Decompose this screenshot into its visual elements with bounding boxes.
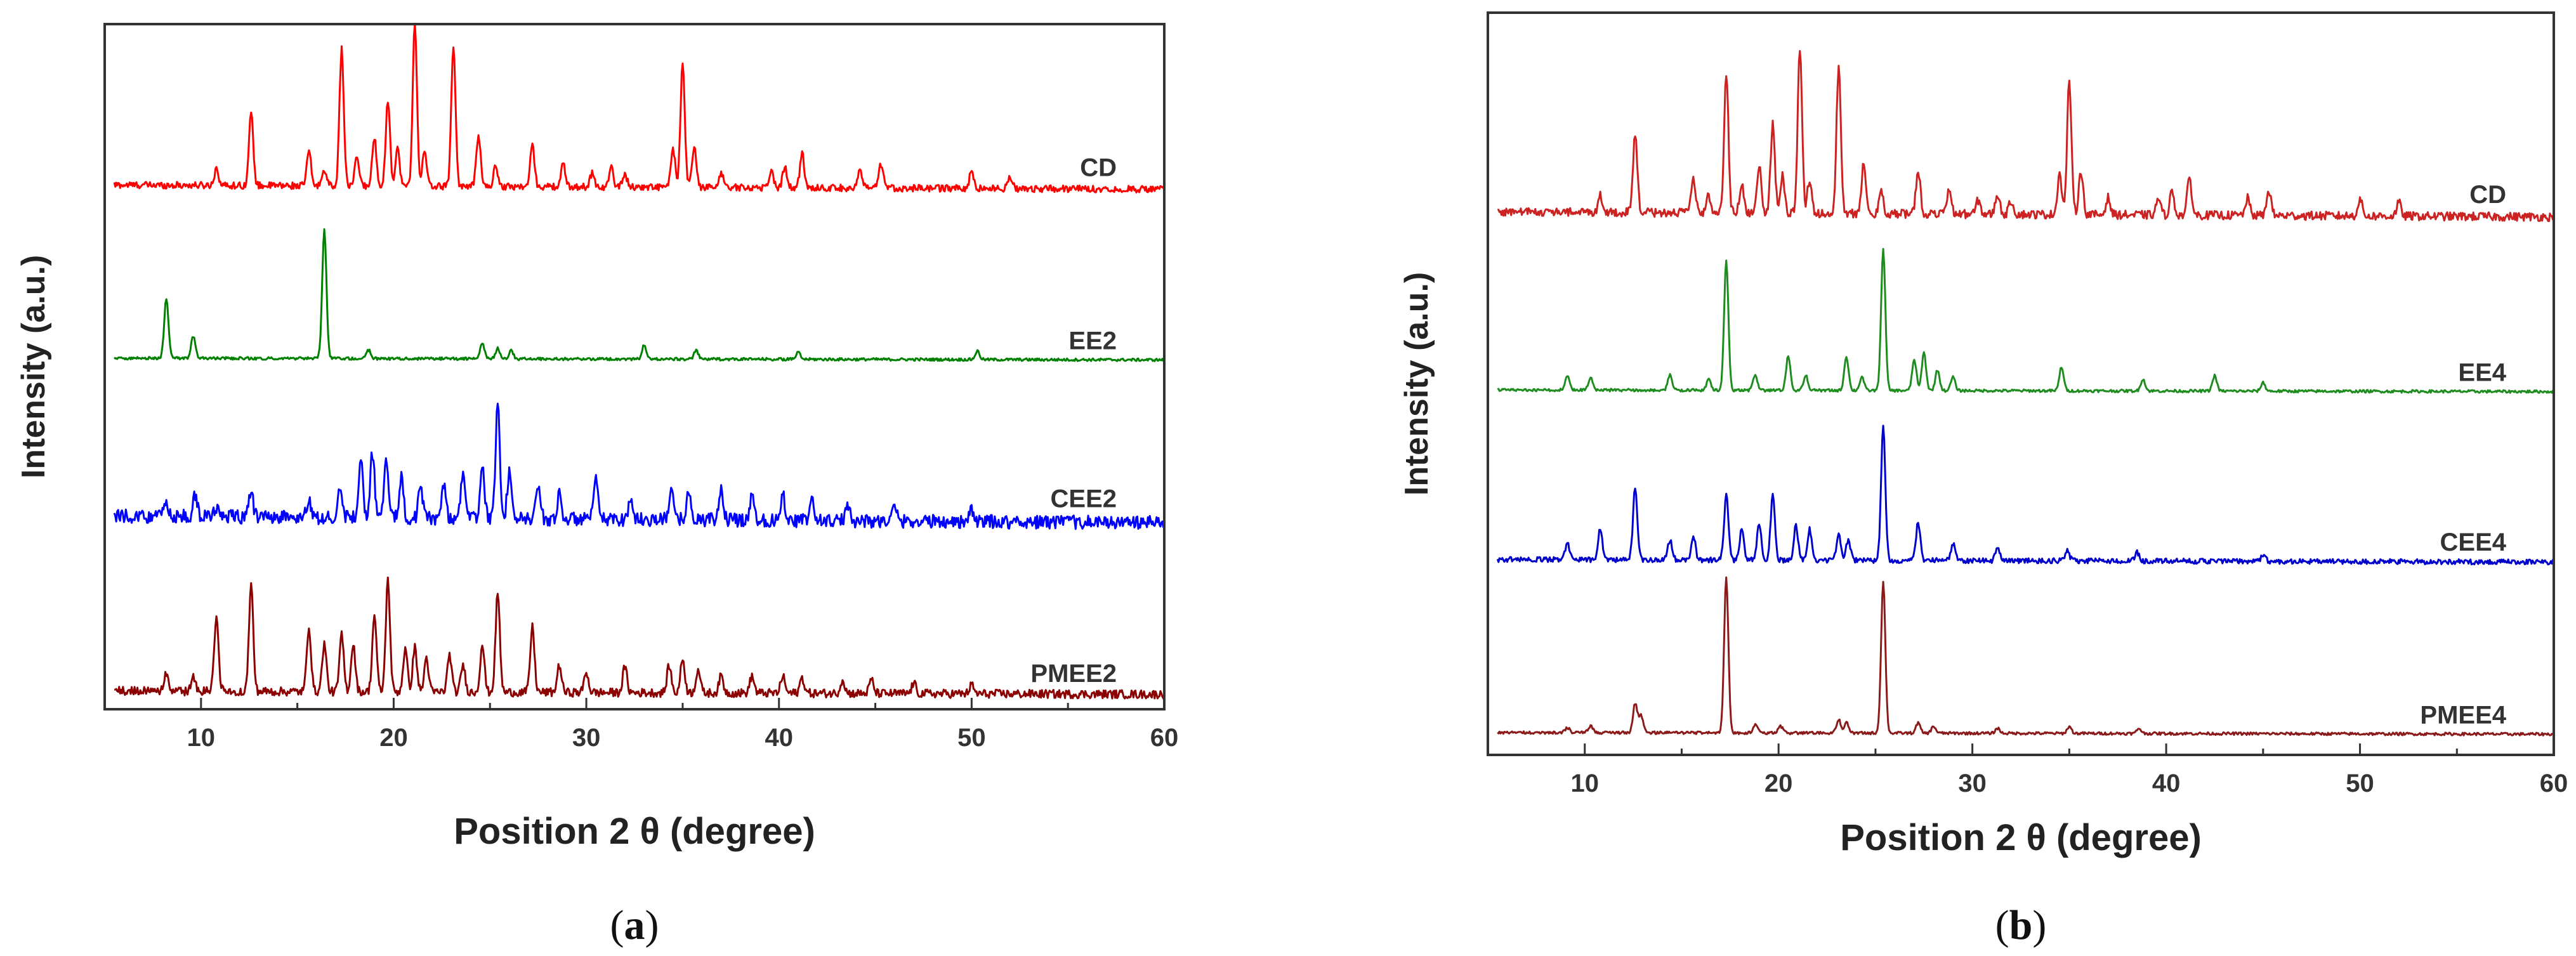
panel-b-series-label-pmee4: PMEE4 (2420, 702, 2506, 730)
panel-b-series-label-cd: CD (2469, 181, 2506, 209)
panel-b-series-label-cee4: CEE4 (2440, 528, 2507, 556)
panel-b-caption-letter: b (2009, 902, 2033, 948)
panel-a-series-label-pmee2: PMEE2 (1030, 660, 1117, 688)
panel-a-series-pmee2 (114, 576, 1166, 700)
panel-a-series-ee2 (114, 228, 1166, 362)
panel-b-x-tick-label: 50 (2346, 769, 2374, 797)
panel-b-y-axis-title: Intensity (a.u.) (1398, 272, 1435, 495)
panel-a-x-tick-label: 10 (187, 724, 216, 752)
panel-b-series-cee4 (1496, 424, 2555, 566)
panel-b-x-tick-label: 60 (2540, 769, 2568, 797)
panel-a-y-axis-title: Intensity (a.u.) (15, 255, 52, 478)
panel-a-frame (103, 23, 1166, 710)
panel-a-series-cee2 (113, 402, 1166, 530)
panel-b-x-tick-label: 10 (1570, 769, 1599, 797)
panel-a-x-axis-title: Position 2 θ (degree) (454, 811, 815, 852)
panel-b: CD EE4 CEE4 PMEE4 10 20 30 40 50 60 Intensity (a… (1398, 11, 2568, 948)
panel-b-caption: (b) (1995, 902, 2047, 948)
panel-a-x-tick-label: 20 (379, 724, 408, 752)
panel-b-frame (1487, 11, 2555, 756)
panel-a-x-tick-label: 40 (765, 724, 793, 752)
panel-a-caption: (a) (610, 902, 659, 948)
panel-a-x-tick-label: 30 (572, 724, 601, 752)
panel-b-ticks: 10 20 30 40 50 60 (1487, 743, 2568, 797)
panel-b-series-ee4 (1497, 247, 2555, 394)
panel-a-caption-letter: a (624, 902, 645, 948)
panel-a-series-label-cd: CD (1080, 154, 1117, 182)
panel-a-series-cd (113, 22, 1166, 193)
panel-b-series-pmee4 (1497, 576, 2555, 737)
panel-a: CD EE2 CEE2 PMEE2 10 20 30 40 50 60 Intensity (a… (15, 22, 1179, 948)
panel-a-traces: CD EE2 CEE2 PMEE2 (113, 22, 1166, 700)
panel-a-series-label-ee2: EE2 (1068, 327, 1117, 355)
panel-a-x-tick-label: 60 (1150, 724, 1179, 752)
panel-a-series-label-cee2: CEE2 (1051, 485, 1117, 513)
panel-b-series-label-ee4: EE4 (2458, 359, 2506, 387)
panel-b-x-tick-label: 40 (2152, 769, 2181, 797)
panel-b-traces: CD EE4 CEE4 PMEE4 (1496, 49, 2555, 737)
panel-a-x-tick-label: 50 (957, 724, 986, 752)
panel-b-x-tick-label: 20 (1764, 769, 1793, 797)
panel-b-series-cd (1497, 49, 2555, 223)
panel-a-ticks: 10 20 30 40 50 60 (103, 698, 1179, 752)
panel-b-x-axis-title: Position 2 θ (degree) (1840, 817, 2202, 858)
panel-b-x-tick-label: 30 (1958, 769, 1987, 797)
